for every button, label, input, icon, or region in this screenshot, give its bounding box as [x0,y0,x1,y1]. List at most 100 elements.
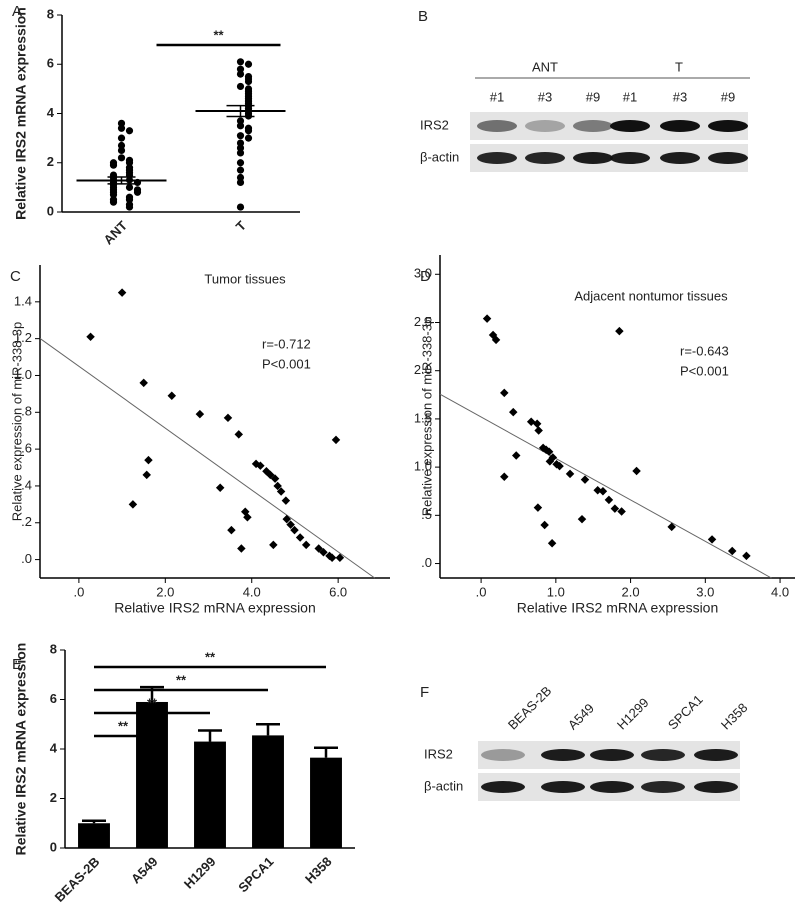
data-point [133,188,142,196]
data-point [125,196,134,204]
data-point [236,173,245,182]
data-point [604,495,614,505]
data-point [281,496,291,505]
trend-line [39,338,375,579]
group-label: T [675,59,683,74]
lane-label: #1 [623,89,637,104]
blot-band [481,781,525,793]
x-tick-label: 4.0 [243,584,261,599]
y-tick-label: .0 [421,555,432,570]
data-point [335,553,345,562]
data-point [544,447,554,456]
y-tick-label: 2 [47,154,54,169]
blot-band [541,749,585,761]
x-tick-label: A549 [128,854,161,887]
data-point [236,117,245,125]
data-point [236,203,245,211]
x-tick-label: .0 [476,584,487,599]
data-point [215,483,225,493]
data-point [244,60,253,68]
x-axis-label: Relative IRS2 mRNA expression [517,600,719,616]
row-label: IRS2 [420,117,449,132]
group-label: ANT [532,59,558,74]
data-point [742,551,751,561]
annotation: r=-0.643 [680,343,729,358]
y-axis-label: Relative expression of miR-338-3p [419,317,434,516]
data-point [282,514,291,524]
data-point [236,139,245,147]
panel-label: A [12,3,22,20]
lane-label: #9 [586,89,600,104]
x-tick-label: .0 [73,584,84,599]
data-point [727,546,737,556]
y-tick-label: 6 [50,691,57,706]
error-bar [198,729,222,742]
data-point [269,540,278,550]
blot-band [660,120,700,132]
data-point [236,144,245,152]
data-point [234,430,244,439]
data-point [482,314,492,323]
y-axis-label: Relative IRS2 mRNA expression [13,7,29,220]
bar [252,735,284,848]
y-tick-label: 8 [50,641,57,656]
blot-band [573,120,613,132]
data-point [577,514,587,524]
y-tick-label: 4 [50,740,58,755]
data-point [547,539,557,548]
data-point [223,413,233,423]
lane-label: #3 [538,89,552,104]
row-label: β-actin [424,778,463,793]
sem-bar [226,104,255,118]
x-tick-label: BEAS-2B [52,854,103,905]
bar [310,757,342,848]
blot-band [641,749,685,761]
data-point [125,127,134,135]
data-point [565,469,575,479]
significance-label: ** [213,27,224,42]
blot-band [525,120,565,132]
data-point [227,525,236,535]
lane-label: #1 [490,89,504,104]
y-tick-label: .4 [21,477,32,492]
x-tick-label: 2.0 [156,584,174,599]
significance-label: ** [176,672,187,687]
blot-band [610,120,650,132]
blot-band [541,781,585,793]
x-tick-label: 6.0 [329,584,347,599]
data-point [534,426,543,435]
data-point [117,288,127,297]
data-point [236,178,245,187]
y-tick-label: 1.0 [414,459,432,474]
data-point [236,58,245,66]
data-point [236,149,245,157]
x-axis-label: Relative IRS2 mRNA expression [114,600,316,616]
significance-label: ** [118,718,129,733]
chart-title: Tumor tissues [204,271,286,286]
y-tick-label: 4 [47,105,55,120]
x-tick-label: 1.0 [547,584,565,599]
data-point [276,487,286,496]
data-point [236,65,245,73]
data-point [508,407,518,417]
data-point [167,391,177,400]
y-axis-label: Relative expression of miR-338-3p [9,322,24,521]
blot-band [481,749,525,761]
y-tick-label: 2.0 [414,362,432,377]
data-point [236,70,245,78]
data-point [109,191,118,199]
data-point [244,127,253,135]
data-point [144,455,153,465]
data-point [533,503,543,512]
data-point [236,122,245,130]
blot-band [525,152,565,164]
blot-band [590,781,634,793]
data-point [117,134,126,142]
y-tick-label: 2.5 [414,314,432,329]
significance-label: ** [147,695,158,710]
blot-band [641,781,685,793]
lane-label: A549 [565,700,597,732]
x-tick-label: SPCA1 [235,854,276,895]
x-tick-label: 2.0 [622,584,640,599]
